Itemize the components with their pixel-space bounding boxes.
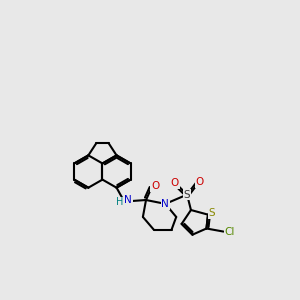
Text: N: N	[124, 195, 132, 205]
Text: Cl: Cl	[224, 226, 235, 237]
Text: O: O	[195, 177, 204, 187]
Text: H: H	[116, 197, 123, 207]
Text: O: O	[151, 181, 159, 191]
Text: S: S	[208, 208, 215, 218]
Text: S: S	[184, 190, 190, 200]
Text: O: O	[171, 178, 179, 188]
Text: N: N	[161, 199, 169, 209]
